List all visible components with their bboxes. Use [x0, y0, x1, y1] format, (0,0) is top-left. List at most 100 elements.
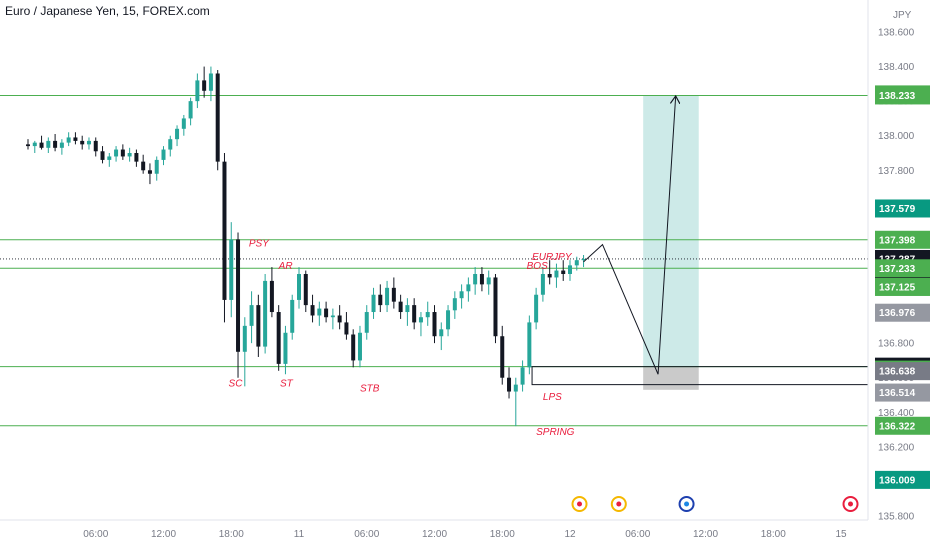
- y-tick-label: 136.400: [878, 408, 915, 419]
- candle-body: [236, 239, 241, 352]
- price-badge: [875, 259, 930, 278]
- candle-body: [527, 322, 532, 368]
- candle-body: [513, 384, 518, 392]
- x-tick-label: 06:00: [625, 529, 650, 540]
- candle-body: [568, 265, 572, 274]
- candle-body: [486, 277, 491, 285]
- candle-body: [242, 325, 247, 352]
- x-tick-label: 06:00: [83, 529, 108, 540]
- currency-label: JPY: [893, 10, 912, 21]
- candle-body: [114, 149, 119, 157]
- x-tick-label: 18:00: [761, 529, 786, 540]
- y-tick-label: 138.600: [878, 28, 915, 39]
- candle-body: [26, 144, 30, 147]
- candle-body: [561, 270, 566, 274]
- annotation-label: LPS: [543, 392, 562, 403]
- candle-body: [446, 310, 451, 330]
- candle-body: [439, 329, 444, 337]
- candle-body: [479, 274, 484, 285]
- annotation-label: PSY: [249, 238, 270, 249]
- stop-zone: [643, 366, 699, 390]
- candle-body: [229, 239, 234, 300]
- candle-body: [520, 367, 525, 385]
- candle-body: [351, 334, 356, 361]
- event-marker-dot: [848, 501, 854, 507]
- candle-body: [222, 161, 227, 300]
- candle-body: [215, 73, 220, 162]
- price-badge: [875, 230, 930, 249]
- candle-body: [39, 142, 44, 148]
- candle-body: [452, 298, 457, 311]
- annotation-label: STB: [360, 384, 380, 395]
- candle-body: [554, 270, 559, 278]
- candle-body: [46, 140, 51, 148]
- candle-body: [324, 308, 329, 318]
- candle-body: [66, 137, 71, 143]
- candle-body: [127, 153, 132, 157]
- price-badge: [875, 470, 930, 489]
- candle-body: [432, 312, 437, 337]
- candle-body: [249, 305, 254, 326]
- candle-body: [208, 73, 213, 91]
- annotation-label: BOS: [527, 261, 548, 272]
- price-badge-label: 137.579: [879, 204, 916, 215]
- candle-body: [418, 317, 423, 323]
- x-tick-label: 18:00: [219, 529, 244, 540]
- candle-body: [283, 332, 288, 364]
- candle-body: [344, 322, 349, 335]
- price-badge: [875, 416, 930, 435]
- y-tick-label: 135.800: [878, 512, 915, 523]
- event-marker-dot: [577, 501, 583, 507]
- candle-body: [93, 140, 98, 152]
- candle-body: [80, 140, 85, 145]
- candle-body: [391, 287, 396, 302]
- candle-body: [161, 149, 166, 160]
- candle-body: [371, 294, 376, 313]
- event-marker-dot: [684, 501, 690, 507]
- annotation-label: SC: [229, 378, 244, 389]
- candle-body: [310, 305, 315, 316]
- candle-body: [269, 280, 274, 313]
- x-tick-label: 12: [564, 529, 576, 540]
- candle-body: [154, 159, 159, 174]
- candle-body: [175, 128, 180, 140]
- candle-body: [181, 118, 186, 129]
- candle-body: [86, 140, 91, 145]
- x-tick-label: 15: [835, 529, 847, 540]
- candle-body: [195, 80, 200, 102]
- candle-body: [303, 274, 308, 306]
- y-tick-label: 138.000: [878, 131, 915, 142]
- candle-body: [574, 260, 579, 266]
- annotation-label: EURJPY: [532, 252, 573, 263]
- target-zone: [643, 95, 699, 367]
- price-badge: [875, 199, 930, 218]
- candle-body: [540, 274, 545, 295]
- candle-body: [425, 312, 430, 318]
- candle-body: [53, 140, 58, 148]
- candle-body: [276, 312, 281, 364]
- candle-body: [459, 291, 464, 299]
- price-badge: [875, 277, 930, 296]
- candle-body: [385, 287, 390, 306]
- candle-body: [202, 80, 207, 91]
- candle-body: [168, 139, 173, 150]
- candle-body: [507, 377, 512, 392]
- annotation-label: SPRING: [536, 427, 575, 438]
- demand-box: [531, 366, 917, 386]
- annotation-label: ST: [280, 378, 294, 389]
- x-tick-label: 18:00: [490, 529, 515, 540]
- candle-body: [534, 294, 539, 323]
- y-tick-label: 137.800: [878, 166, 915, 177]
- candle-body: [297, 274, 301, 300]
- price-badge: [875, 86, 930, 105]
- candle-body: [107, 156, 112, 160]
- x-tick-label: 12:00: [422, 529, 447, 540]
- candle-body: [59, 142, 64, 148]
- price-badge-label: 137.125: [879, 282, 916, 293]
- candle-body: [188, 101, 193, 119]
- x-tick-label: 11: [294, 529, 305, 540]
- candle-body: [73, 137, 78, 141]
- candle-body: [147, 170, 152, 174]
- event-marker-dot: [616, 501, 622, 507]
